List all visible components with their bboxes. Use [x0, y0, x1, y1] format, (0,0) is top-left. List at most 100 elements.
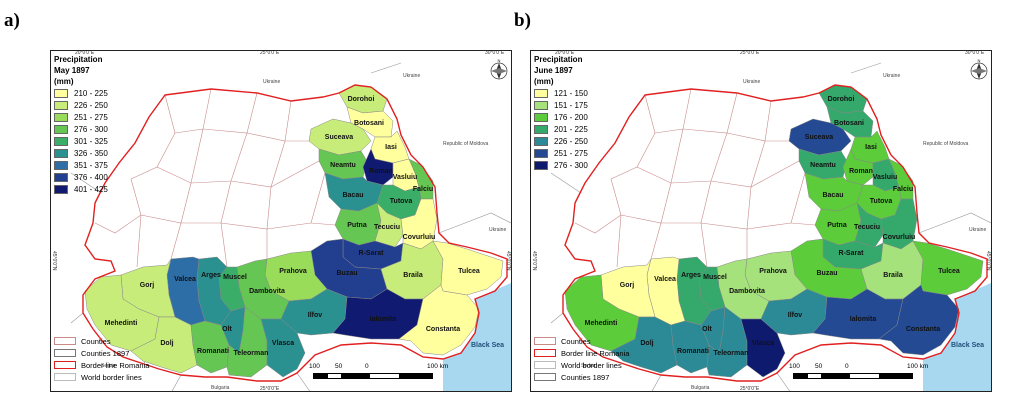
county-boundary: [170, 222, 182, 260]
county-label: Dambovita: [729, 288, 765, 295]
boundary-swatch: [54, 373, 76, 381]
county-label: Muscel: [223, 274, 247, 281]
county-label: Roman: [369, 168, 393, 175]
legend-swatch: [54, 124, 68, 134]
world-border-line: [850, 62, 882, 74]
boundary-legend-label: World border lines: [561, 360, 622, 370]
county-label: Tutova: [390, 198, 413, 205]
county-label: Constanta: [426, 326, 460, 333]
county-label: Ilfov: [308, 312, 322, 319]
county-boundary: [181, 180, 232, 224]
county-label: Bacau: [342, 192, 363, 199]
county-covurluiu: [880, 198, 918, 250]
legend-swatch: [534, 112, 548, 122]
legend-item: 276 - 300: [534, 159, 588, 171]
county-label: Buzau: [337, 270, 358, 277]
county-label: Covurluiu: [883, 234, 916, 241]
county-boundary: [700, 186, 752, 230]
legend-label: 226 - 250: [74, 100, 108, 110]
panel-b-label: b): [514, 10, 531, 31]
boundary-legend-label: Border line Romania: [81, 360, 150, 370]
county-label: Olt: [702, 326, 712, 333]
neighbor-label: Ukraine: [403, 73, 420, 79]
county-label: Tecuciu: [374, 224, 400, 231]
legend-swatch: [534, 148, 548, 158]
world-border-line: [550, 312, 564, 324]
scale-segment: [369, 373, 401, 379]
legend-swatch: [534, 88, 548, 98]
scale-label: 0: [845, 363, 849, 370]
boundary-swatch: [54, 361, 76, 369]
county-boundary: [270, 160, 320, 188]
boundary-swatch: [534, 361, 556, 369]
legend-swatch: [534, 100, 548, 110]
county-boundary: [661, 180, 712, 224]
county-label: Neamtu: [330, 162, 356, 169]
scale-segment: [879, 373, 913, 379]
longitude-tick: 25°0'0"E: [260, 50, 280, 56]
world-border-line: [171, 374, 182, 391]
scale-label: 100: [309, 363, 320, 370]
neighbor-label: Ukraine: [743, 79, 760, 85]
county-boundary: [650, 222, 662, 260]
county-label: Covurluiu: [403, 234, 436, 241]
legend-label: 401 - 425: [74, 184, 108, 194]
svg-text:N: N: [498, 58, 501, 63]
county-boundary: [670, 132, 728, 184]
precipitation-legend: Precipitation May 1897 (mm) 210 - 225 226 - …: [54, 54, 108, 195]
legend-label: 276 - 300: [554, 160, 588, 170]
county-roman: [842, 148, 874, 186]
legend-item: 176 - 200: [534, 111, 588, 123]
legend-title: Precipitation: [54, 55, 103, 64]
county-label: Arges: [201, 272, 221, 279]
legend-item: 276 - 300: [54, 123, 108, 135]
world-border-line: [438, 212, 511, 234]
county-label: Gorj: [140, 282, 154, 289]
black-sea-area: [443, 283, 511, 391]
latitude-tick: 45°0'0"N: [531, 251, 537, 271]
county-boundary: [230, 140, 286, 188]
scale-label: 100 km: [907, 363, 929, 370]
county-label: Tecuciu: [854, 224, 880, 231]
legend-item: 201 - 225: [534, 123, 588, 135]
county-boundary: [790, 222, 816, 226]
county-boundary: [156, 128, 204, 184]
boundary-legend-label: World border lines: [81, 372, 142, 382]
map-panel-b: Dorohoi Botosani Suceava Iasi Neamtu Roman Vas…: [530, 50, 992, 392]
county-label: Tulcea: [458, 268, 480, 275]
world-border-line: [70, 172, 102, 194]
county-label: Tulcea: [938, 268, 960, 275]
boundary-legend: Counties Counties 1897 Border line Romania…: [54, 335, 149, 383]
legend-item: 301 - 325: [54, 135, 108, 147]
legend-label: 251 - 275: [74, 112, 108, 122]
county-covurluiu: [400, 198, 438, 250]
county-label: Romanati: [197, 348, 229, 355]
county-boundary: [746, 172, 806, 230]
legend-label: 210 - 225: [74, 88, 108, 98]
county-label: Prahova: [279, 268, 307, 275]
world-border-line: [550, 172, 582, 194]
legend-swatch: [534, 160, 548, 170]
longitude-tick: 30°0'0"E: [485, 50, 505, 56]
county-roman: [362, 148, 394, 186]
county-boundary: [190, 132, 248, 184]
county-label: Dolj: [640, 340, 653, 347]
county-label: Teleorman: [234, 350, 269, 357]
scale-label: 100 km: [427, 363, 449, 370]
county-boundary: [220, 222, 228, 268]
legend-label: 326 - 350: [74, 148, 108, 158]
county-label: Muscel: [703, 274, 727, 281]
county-label: R-Sarat: [839, 250, 865, 257]
boundary-legend-item: Counties 1897: [534, 371, 629, 383]
county-label: Tutova: [870, 198, 893, 205]
legend-swatch: [54, 184, 68, 194]
boundary-legend-item: Border line Romania: [534, 347, 629, 359]
county-label: Ilfov: [788, 312, 802, 319]
county-label: Buzau: [817, 270, 838, 277]
boundary-swatch: [534, 373, 556, 381]
world-border-line: [651, 374, 662, 391]
romania-border: [562, 84, 988, 382]
county-label: Dambovita: [249, 288, 285, 295]
neighbor-label: Republic of Moldova: [443, 141, 489, 147]
